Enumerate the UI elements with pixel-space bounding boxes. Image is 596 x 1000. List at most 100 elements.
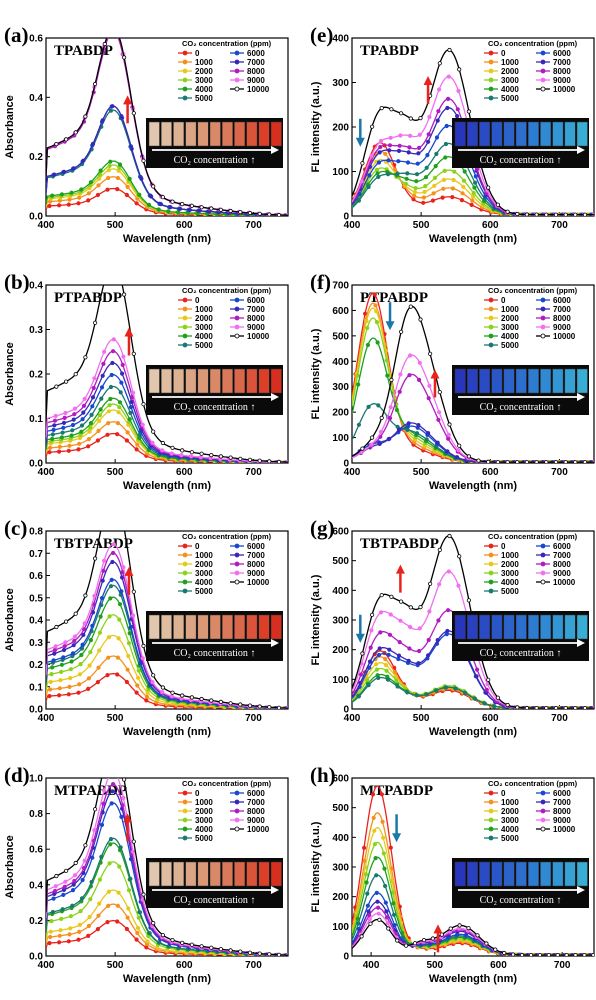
series-marker-10000: [267, 212, 272, 216]
series-marker-2000: [116, 890, 121, 895]
legend-entry-0: 0: [195, 296, 200, 305]
series-marker-9000: [131, 849, 136, 854]
series-marker-10000: [257, 458, 262, 463]
series-marker-3000: [432, 175, 438, 180]
series-marker-6000: [51, 658, 56, 663]
series-group: [352, 292, 594, 463]
series-marker-10000: [180, 693, 185, 698]
series-marker-2000: [135, 675, 141, 680]
series-marker-1000: [421, 195, 426, 200]
series-marker-4000: [146, 202, 152, 207]
series-marker-3000: [442, 168, 447, 173]
legend-entry-3000: 3000: [195, 569, 213, 578]
legend-entry-3000: 3000: [501, 816, 519, 825]
series-marker-10000: [83, 355, 88, 360]
legend-entry-10000: 10000: [247, 332, 270, 341]
series-marker-7000: [71, 166, 76, 171]
series-group: [46, 531, 288, 709]
legend-entry-10000: 10000: [553, 825, 576, 834]
series-marker-9000: [417, 132, 422, 137]
series-marker-3000: [413, 186, 418, 191]
y-axis-label: Absorbance: [4, 588, 16, 652]
legend-entry-3000: 3000: [501, 569, 519, 578]
series-marker-7000: [445, 449, 450, 454]
legend-marker: [540, 297, 546, 303]
trend-arrow-up-head: [395, 564, 405, 574]
series-marker-6000: [51, 896, 56, 901]
series-marker-0: [411, 197, 416, 202]
legend-entry-8000: 8000: [553, 560, 571, 569]
series-marker-10000: [486, 459, 491, 463]
series-marker-9000: [436, 582, 442, 587]
y-tick-label: 0.4: [29, 880, 43, 891]
series-marker-10000: [398, 599, 404, 604]
series-marker-10000: [93, 807, 98, 812]
series-marker-0: [370, 792, 376, 797]
compound-name: PTPABDP: [54, 290, 122, 306]
plot-frame: [45, 37, 289, 217]
series-marker-10000: [457, 923, 462, 928]
series-marker-0: [86, 686, 91, 692]
series-marker-3000: [97, 630, 103, 635]
series-marker-0: [47, 940, 52, 946]
series-marker-2000: [461, 184, 466, 189]
vial: [270, 861, 282, 887]
series-marker-2000: [374, 309, 379, 314]
series-marker-4000: [117, 602, 123, 607]
series-marker-9000: [102, 788, 107, 793]
y-tick-label: 0.0: [29, 705, 43, 716]
series-marker-5000: [157, 940, 162, 945]
series-marker-3000: [126, 641, 132, 646]
panel-letter: (e): [310, 23, 333, 47]
series-marker-0: [47, 450, 52, 455]
series-marker-9000: [446, 74, 451, 79]
series-marker-7000: [110, 789, 115, 794]
series-marker-1000: [106, 420, 111, 426]
series-marker-7000: [435, 637, 440, 643]
series-marker-8000: [436, 417, 441, 422]
series-marker-8000: [72, 412, 77, 417]
vial: [479, 368, 491, 394]
series-marker-5000: [424, 437, 429, 442]
series-marker-0: [115, 672, 120, 677]
legend-marker: [488, 50, 494, 56]
vial: [270, 121, 282, 147]
series-marker-9000: [369, 153, 374, 159]
series-marker-0: [76, 690, 81, 695]
series-marker-4000: [127, 417, 132, 422]
series-marker-1000: [77, 682, 82, 687]
series-marker-2000: [116, 636, 121, 641]
trend-arrow-down-head: [392, 833, 402, 843]
y-tick-label: 0: [343, 212, 349, 223]
series-marker-4000: [117, 162, 123, 167]
series-marker-6000: [70, 651, 76, 656]
series-marker-7000: [100, 578, 105, 583]
x-tick-label: 500: [107, 467, 124, 478]
series-marker-9000: [369, 628, 374, 633]
series-marker-7000: [377, 646, 382, 651]
legend-entry-3000: 3000: [195, 323, 213, 332]
legend-entry-0: 0: [195, 789, 200, 798]
legend-entry-8000: 8000: [247, 67, 265, 76]
series-marker-1000: [86, 436, 92, 442]
legend-marker: [488, 826, 494, 832]
series-marker-9000: [53, 884, 58, 889]
legend-entry-1000: 1000: [195, 58, 213, 67]
legend-entry-5000: 5000: [501, 341, 519, 350]
series-marker-4000: [375, 171, 380, 176]
legend-marker: [182, 835, 188, 841]
legend-marker: [182, 342, 188, 348]
series-marker-2000: [48, 679, 53, 685]
series-marker-6000: [365, 903, 370, 908]
x-tick-label: 600: [482, 220, 499, 231]
series-marker-1000: [115, 903, 121, 908]
series-marker-7000: [120, 115, 125, 120]
legend-marker: [488, 77, 494, 83]
series-marker-0: [134, 937, 139, 942]
series-marker-10000: [170, 937, 175, 943]
series-marker-10000: [151, 673, 156, 678]
series-marker-10000: [160, 685, 165, 690]
series-marker-5000: [424, 165, 429, 170]
vial: [466, 368, 478, 394]
series-marker-1000: [77, 929, 82, 935]
